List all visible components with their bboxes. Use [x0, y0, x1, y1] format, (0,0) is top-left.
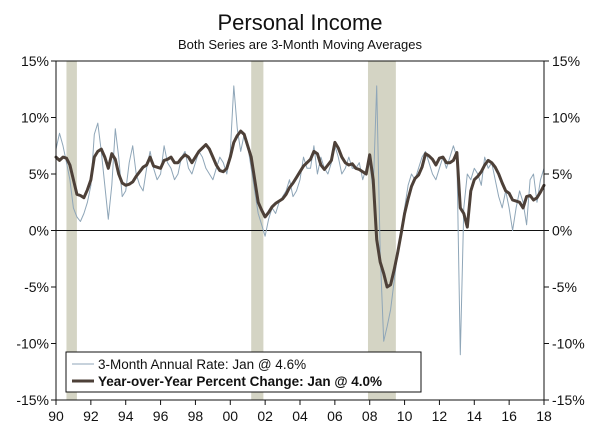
- x-tick-label: 16: [501, 408, 517, 424]
- y-axis-right: -15% -10% -5% 0% 5% 10% 15%: [544, 53, 585, 408]
- y-tick-label-left: -15%: [16, 392, 49, 408]
- chart-title: Personal Income: [217, 10, 382, 35]
- x-tick-label: 08: [362, 408, 378, 424]
- x-tick-label: 98: [188, 408, 204, 424]
- y-tick-label-left: -5%: [24, 279, 49, 295]
- x-tick-label: 96: [153, 408, 169, 424]
- y-tick-label-right: -5%: [552, 279, 577, 295]
- x-tick-label: 02: [257, 408, 273, 424]
- y-tick-label-left: 0%: [29, 223, 49, 239]
- legend-label-yoy-change: Year-over-Year Percent Change: Jan @ 4.0…: [98, 374, 382, 389]
- x-tick-label: 04: [292, 408, 308, 424]
- x-tick-label: 92: [83, 408, 99, 424]
- y-axis-left: -15% -10% -5% 0% 5% 10% 15%: [16, 53, 56, 408]
- y-tick-label-right: -10%: [552, 336, 585, 352]
- y-tick-label-right: 5%: [552, 166, 572, 182]
- x-tick-label: 10: [397, 408, 413, 424]
- x-tick-label: 90: [48, 408, 64, 424]
- x-tick-label: 94: [118, 408, 134, 424]
- y-tick-label-right: 15%: [552, 53, 580, 69]
- y-tick-label-left: -10%: [16, 336, 49, 352]
- chart-subtitle: Both Series are 3-Month Moving Averages: [178, 37, 423, 52]
- legend: 3-Month Annual Rate: Jan @ 4.6% Year-ove…: [65, 351, 422, 393]
- y-tick-label-right: 10%: [552, 110, 580, 126]
- y-tick-label-left: 5%: [29, 166, 49, 182]
- x-axis: 90 92 94 96 98 00 02 04 06 08 10 12 14 16 18: [48, 400, 552, 424]
- series-lines: [54, 85, 546, 356]
- x-tick-label: 00: [222, 408, 238, 424]
- y-tick-label-right: -15%: [552, 392, 585, 408]
- legend-box: [65, 351, 422, 393]
- x-tick-label: 14: [466, 408, 482, 424]
- y-tick-label-right: 0%: [552, 223, 572, 239]
- y-tick-label-left: 10%: [21, 110, 49, 126]
- x-tick-label: 12: [432, 408, 448, 424]
- x-tick-label: 06: [327, 408, 343, 424]
- legend-label-annual-rate: 3-Month Annual Rate: Jan @ 4.6%: [98, 357, 306, 372]
- series-line-annual-rate: [55, 85, 545, 356]
- y-tick-label-left: 15%: [21, 53, 49, 69]
- series-line-yoy-change: [54, 129, 546, 289]
- x-tick-label: 18: [536, 408, 552, 424]
